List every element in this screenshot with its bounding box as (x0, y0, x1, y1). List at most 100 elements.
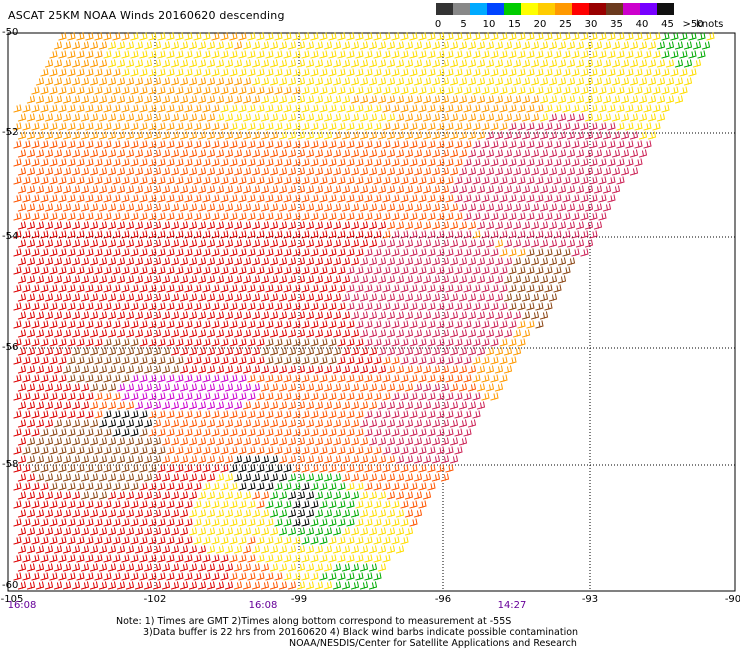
wind-barb (112, 392, 121, 401)
wind-barb (224, 257, 234, 266)
wind-barb (116, 365, 126, 374)
wind-barb (386, 491, 396, 500)
wind-barb (355, 338, 364, 347)
wind-barb (287, 455, 297, 464)
wind-barb (89, 95, 99, 104)
wind-barb (620, 41, 630, 50)
wind-barb (215, 401, 225, 410)
wind-barb (247, 176, 256, 185)
time-label: 16:08 (248, 600, 278, 611)
wind-barb (485, 167, 495, 176)
wind-barb (445, 50, 454, 59)
wind-barb (44, 437, 54, 446)
wind-barb (373, 338, 382, 347)
wind-barb (508, 320, 517, 329)
wind-barb (94, 374, 103, 383)
wind-barb (454, 338, 463, 347)
wind-barb (49, 554, 58, 563)
wind-barb (350, 437, 360, 446)
wind-barb (98, 509, 108, 518)
wind-barb (98, 113, 108, 122)
wind-barb (26, 473, 36, 482)
wind-barb (229, 536, 238, 545)
wind-barb (229, 248, 238, 257)
wind-barb (625, 32, 634, 41)
wind-barb (179, 239, 189, 248)
wind-barb (247, 284, 256, 293)
wind-barb (152, 221, 162, 230)
wind-barb (22, 194, 31, 203)
wind-barb (229, 374, 238, 383)
wind-barb (242, 221, 252, 230)
wind-barb (332, 491, 342, 500)
wind-barb (472, 284, 481, 293)
wind-barb (512, 185, 522, 194)
wind-barb (197, 437, 207, 446)
wind-barb (445, 320, 454, 329)
wind-barb (305, 41, 315, 50)
wind-barb (364, 464, 373, 473)
wind-barb (364, 68, 373, 77)
wind-barb (337, 320, 346, 329)
wind-barb (193, 536, 202, 545)
wind-barb (310, 392, 319, 401)
map-title: ASCAT 25KM NOAA Winds 20160620 descendin… (8, 9, 285, 22)
wind-barb (553, 104, 562, 113)
wind-barb (400, 32, 409, 41)
wind-barb (265, 554, 274, 563)
wind-barb (386, 239, 396, 248)
wind-barb (184, 518, 193, 527)
wind-barb (233, 185, 243, 194)
wind-barb (220, 230, 229, 239)
wind-barb (256, 392, 265, 401)
wind-barb (53, 77, 63, 86)
wind-barb (121, 428, 130, 437)
wind-barb (94, 572, 103, 581)
wind-barb (17, 509, 27, 518)
wind-barb (431, 95, 441, 104)
wind-barb (134, 77, 144, 86)
wind-barb (170, 509, 180, 518)
wind-barb (454, 176, 463, 185)
wind-barb (62, 131, 72, 140)
wind-barb (220, 536, 229, 545)
wind-barb (85, 392, 94, 401)
wind-barb (197, 149, 207, 158)
wind-barb (116, 419, 126, 428)
wind-barb (121, 248, 130, 257)
wind-barb (148, 554, 157, 563)
wind-barb (458, 257, 468, 266)
wind-barb (220, 446, 229, 455)
wind-barb (346, 428, 355, 437)
wind-barb (562, 212, 571, 221)
wind-barb (166, 392, 175, 401)
wind-barb (508, 338, 517, 347)
wind-barb (170, 41, 180, 50)
wind-barb (89, 113, 99, 122)
wind-barb (301, 176, 310, 185)
wind-barb (238, 104, 247, 113)
wind-barb (26, 95, 36, 104)
wind-barb (134, 491, 144, 500)
wind-barb (71, 437, 81, 446)
wind-barb (242, 365, 252, 374)
wind-barb (98, 185, 108, 194)
wind-barb (188, 275, 198, 284)
wind-barb (409, 500, 418, 509)
wind-barb (427, 338, 436, 347)
wind-barb (350, 455, 360, 464)
wind-barb (49, 50, 58, 59)
wind-barb (557, 221, 567, 230)
wind-barb (611, 59, 621, 68)
wind-barb (40, 536, 49, 545)
wind-barb (364, 392, 373, 401)
wind-barb (139, 248, 148, 257)
wind-barb (125, 365, 135, 374)
wind-barb (310, 284, 319, 293)
wind-barb (193, 482, 202, 491)
wind-barb (526, 266, 535, 275)
wind-barb (193, 500, 202, 509)
wind-barb (107, 563, 117, 572)
wind-barb (332, 383, 342, 392)
wind-barb (80, 239, 90, 248)
